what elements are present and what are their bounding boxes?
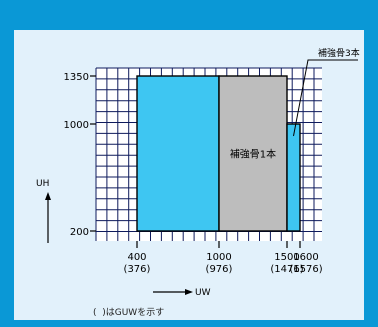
- x-tick-label-0: 400: [127, 252, 146, 263]
- x-tick-sublabel-0: (376): [124, 264, 151, 275]
- region-reinforcement-3: [286, 123, 301, 232]
- regions: 補強骨1本: [136, 75, 301, 232]
- region-reinforcement-1: [218, 75, 288, 232]
- x-tick-sublabel-2: (1476): [270, 264, 303, 275]
- callout: 補強骨3本: [293, 47, 360, 137]
- ticks: 20010001350400(376)1000(976)1500(1476)16…: [64, 72, 323, 275]
- x-tick-label-1: 1000: [206, 252, 231, 263]
- x-tick-sublabel-1: (976): [206, 264, 233, 275]
- footnote: ( )はGUWを示す: [93, 308, 165, 318]
- y-tick-label-1: 1000: [64, 120, 89, 131]
- x-tick-sublabel-3: (1576): [289, 264, 322, 275]
- uw-arrow-head: [185, 289, 193, 295]
- callout-leader: [293, 59, 358, 137]
- region-no-reinforcement: [136, 75, 220, 232]
- x-tick-label-2: 1500: [274, 252, 299, 263]
- x-tick-label-3: 1600: [293, 252, 318, 263]
- y-tick-label-0: 200: [70, 227, 89, 238]
- callout-label: 補強骨3本: [318, 47, 360, 59]
- y-tick-label-2: 1350: [64, 72, 89, 83]
- region-label-reinforcement-1: 補強骨1本: [230, 148, 276, 161]
- axes: [45, 192, 193, 295]
- uh-arrow-head: [45, 192, 51, 200]
- y-axis-label: UH: [36, 179, 49, 189]
- x-axis-label: UW: [195, 288, 211, 298]
